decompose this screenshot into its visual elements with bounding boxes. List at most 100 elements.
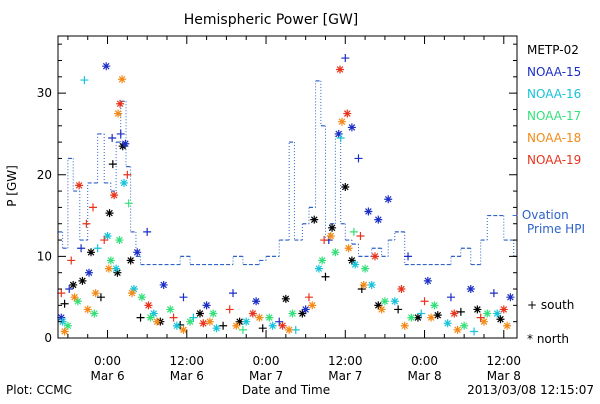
data-point-noaa-18 xyxy=(337,117,346,126)
data-point-noaa-16 xyxy=(172,321,181,330)
data-point-metp-02 xyxy=(394,305,403,314)
plot-timestamp: 2013/03/08 12:15:07 xyxy=(467,383,594,397)
chart-title: Hemispheric Power [GW] xyxy=(184,12,359,28)
data-point-noaa-15 xyxy=(108,134,117,143)
data-point-noaa-16 xyxy=(103,231,112,240)
data-point-metp-02 xyxy=(496,315,505,324)
data-point-noaa-19 xyxy=(123,170,132,179)
data-point-noaa-17 xyxy=(63,321,72,330)
legend-entry: NOAA-18 xyxy=(527,131,581,145)
data-point-noaa-15 xyxy=(252,297,261,306)
data-point-noaa-15 xyxy=(116,129,125,138)
data-point-noaa-17 xyxy=(483,309,492,318)
data-point-noaa-15 xyxy=(506,293,515,302)
data-point-metp-02 xyxy=(87,248,96,257)
data-point-metp-02 xyxy=(126,256,135,265)
data-point-noaa-18 xyxy=(70,293,79,302)
plot-frame xyxy=(57,35,518,339)
data-point-noaa-16 xyxy=(443,319,452,328)
data-point-noaa-17 xyxy=(146,313,155,322)
data-point-noaa-15 xyxy=(65,285,74,294)
data-points xyxy=(57,54,515,336)
data-point-noaa-19 xyxy=(450,309,459,318)
x-tick-date: Mar 8 xyxy=(487,369,521,383)
data-point-noaa-19 xyxy=(278,321,287,330)
data-point-noaa-18 xyxy=(91,289,100,298)
legend-entry: NOAA-15 xyxy=(527,65,581,79)
data-point-metp-02 xyxy=(433,311,442,320)
data-point-noaa-15 xyxy=(374,215,383,224)
data-point-noaa-15 xyxy=(423,276,432,285)
x-tick-time: 0:00 xyxy=(94,354,121,368)
data-point-noaa-15 xyxy=(77,244,86,253)
data-point-noaa-17 xyxy=(460,321,469,330)
x-tick-date: Mar 7 xyxy=(249,369,283,383)
data-point-noaa-18 xyxy=(503,321,512,330)
data-point-noaa-15 xyxy=(85,268,94,277)
legend-entry: NOAA-19 xyxy=(527,153,581,167)
x-tick-date: Mar 6 xyxy=(170,369,204,383)
data-point-noaa-15 xyxy=(275,317,284,326)
data-point-metp-02 xyxy=(473,305,482,314)
data-point-noaa-19 xyxy=(116,99,125,108)
data-point-noaa-15 xyxy=(133,248,142,257)
data-point-noaa-18 xyxy=(359,280,368,289)
legend-entry: METP-02 xyxy=(527,43,579,57)
x-tick-date: Mar 8 xyxy=(407,369,441,383)
data-point-noaa-16 xyxy=(149,309,158,318)
data-point-noaa-17 xyxy=(265,313,274,322)
data-point-noaa-18 xyxy=(232,321,241,330)
data-point-metp-02 xyxy=(258,324,267,333)
data-point-noaa-18 xyxy=(60,327,69,336)
data-point-noaa-19 xyxy=(356,231,365,240)
data-point-noaa-17 xyxy=(106,256,115,265)
data-point-noaa-16 xyxy=(129,285,138,294)
data-point-noaa-17 xyxy=(349,227,358,236)
data-point-metp-02 xyxy=(298,309,307,318)
data-point-noaa-16 xyxy=(189,313,198,322)
data-point-noaa-19 xyxy=(343,109,352,118)
data-point-noaa-16 xyxy=(242,317,251,326)
data-point-metp-02 xyxy=(113,268,122,277)
data-point-metp-02 xyxy=(219,321,228,330)
data-point-metp-02 xyxy=(235,317,244,326)
data-point-noaa-19 xyxy=(397,285,406,294)
data-point-noaa-15 xyxy=(354,154,363,163)
data-point-metp-02 xyxy=(347,256,356,265)
data-point-noaa-16 xyxy=(336,134,345,143)
data-point-noaa-15 xyxy=(229,289,238,298)
legend: METP-02 NOAA-15 NOAA-16 NOAA-17 NOAA-18 NOAA-… xyxy=(512,43,585,346)
y-tick-label: 0 xyxy=(44,331,52,345)
data-point-noaa-19 xyxy=(82,219,91,228)
data-point-metp-02 xyxy=(108,160,117,169)
data-point-noaa-19 xyxy=(304,293,313,302)
data-point-noaa-18 xyxy=(427,313,436,322)
data-point-noaa-15 xyxy=(489,289,498,298)
legend-ovation-line1: – Ovation xyxy=(512,208,569,222)
data-point-noaa-15 xyxy=(404,252,413,261)
legend-south: + south xyxy=(527,298,574,312)
data-point-noaa-19 xyxy=(371,252,380,261)
y-tick-label: 30 xyxy=(37,86,52,100)
legend-entry: NOAA-17 xyxy=(527,109,581,123)
y-tick-label: 10 xyxy=(37,249,52,263)
y-axis-label: P [GW] xyxy=(5,165,19,207)
data-point-noaa-17 xyxy=(209,309,218,318)
data-point-noaa-15 xyxy=(466,285,475,294)
x-axis-label: Date and Time xyxy=(242,383,330,397)
data-point-metp-02 xyxy=(341,183,350,191)
data-point-noaa-18 xyxy=(205,317,214,326)
data-point-noaa-17 xyxy=(166,305,175,314)
data-point-noaa-18 xyxy=(344,244,353,253)
x-tick-date: Mar 7 xyxy=(328,369,362,383)
data-point-noaa-15 xyxy=(364,207,373,216)
data-point-noaa-15 xyxy=(384,195,393,204)
data-point-noaa-19 xyxy=(199,319,208,328)
data-point-noaa-15 xyxy=(179,293,188,302)
data-point-noaa-19 xyxy=(420,297,429,306)
data-point-noaa-19 xyxy=(144,301,153,310)
data-point-noaa-19 xyxy=(499,305,508,314)
data-point-noaa-19 xyxy=(100,236,109,245)
